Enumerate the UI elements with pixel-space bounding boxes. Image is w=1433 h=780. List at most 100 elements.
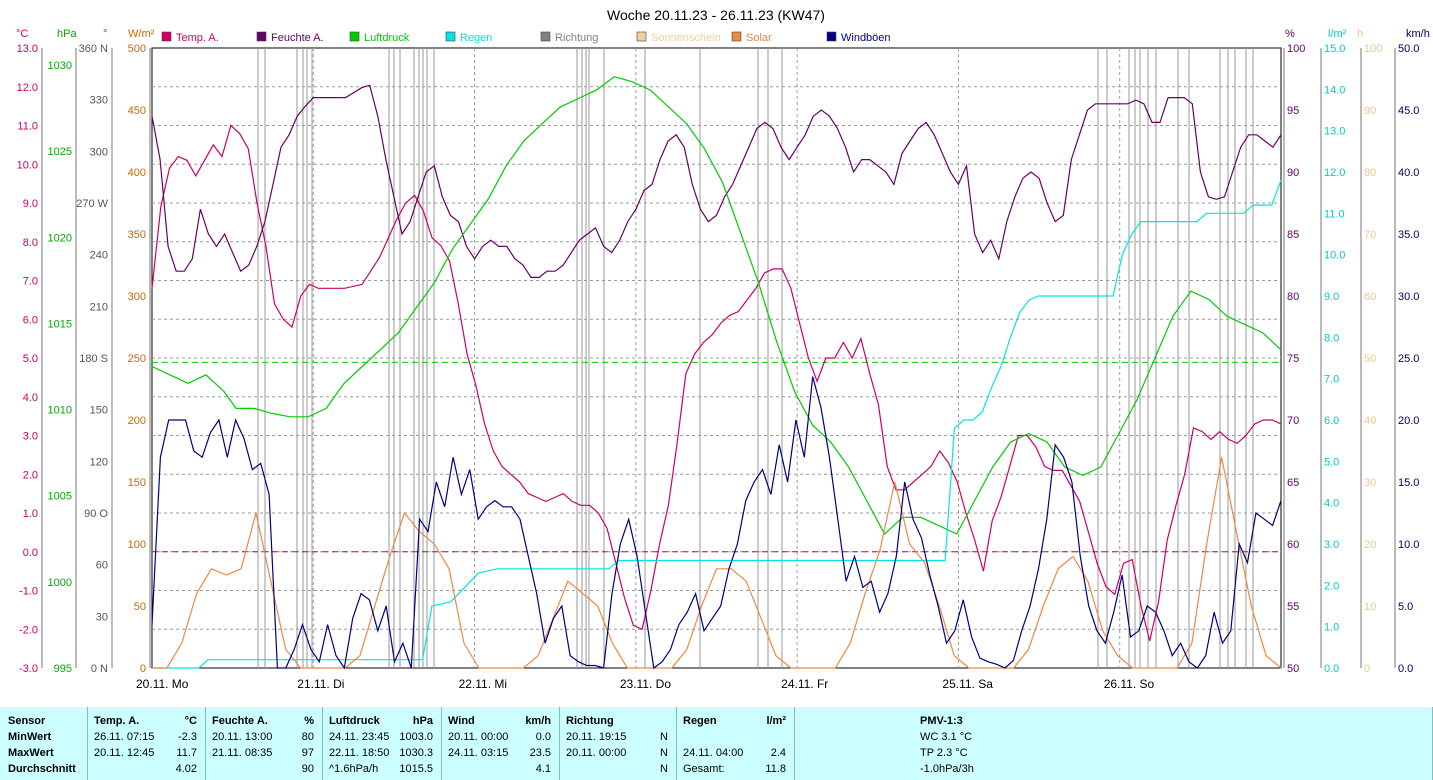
- chart-title: Woche 20.11.23 - 26.11.23 (KW47): [607, 7, 825, 23]
- legend-swatch: [636, 31, 647, 42]
- tick-label-temp: 12.0: [17, 82, 38, 94]
- tick-label-sun: 20: [1364, 539, 1376, 551]
- table-cell-value: 80: [301, 731, 314, 743]
- legend-label: Feuchte A.: [271, 32, 324, 44]
- tick-label-press: 1020: [48, 232, 72, 244]
- table-cell-value: N: [660, 763, 668, 775]
- table-cell: 21.11. 08:35: [212, 747, 273, 759]
- table-cell: 26.11. 07:15: [94, 731, 155, 743]
- statistics-table: Sensor MinWert MaxWert Durchschnitt Temp. A.…: [0, 707, 1433, 780]
- tick-label-dir: 300: [90, 146, 108, 158]
- table-column: Sensor MinWert MaxWert Durchschnitt: [0, 707, 88, 780]
- tick-label-wind: 50.0: [1398, 43, 1419, 55]
- legend-label: Richtung: [555, 32, 598, 44]
- table-cell: WC 3.1 °C: [920, 731, 973, 743]
- tick-label-dir: 60: [96, 560, 108, 572]
- tick-label-rain: 15.0: [1324, 43, 1345, 55]
- tick-label-sun: 10: [1364, 601, 1376, 613]
- legend-swatch: [540, 31, 551, 42]
- table-column: Regen l/m² 24.11. 04:00 2.4 Gesamt: 11.8: [677, 707, 795, 780]
- column-header: Wind: [448, 715, 475, 727]
- legend: Temp. A. Feuchte A. Luftdruck Regen Richtung…: [161, 31, 891, 44]
- tick-label-rain: 4.0: [1324, 498, 1339, 510]
- table-column: Richtung 20.11. 19:15 N 20.11. 00:00 N N: [560, 707, 677, 780]
- tick-label-hum: 55: [1287, 601, 1299, 613]
- tick-label-hum: 65: [1287, 477, 1299, 489]
- tick-label-solar: 250: [128, 353, 146, 365]
- tick-label-rain: 5.0: [1324, 456, 1339, 468]
- tick-label-hum: 50: [1287, 663, 1299, 675]
- tick-label-temp: 11.0: [17, 121, 38, 133]
- tick-label-hum: 60: [1287, 539, 1299, 551]
- plot-area: [151, 47, 1282, 670]
- tick-label-temp: -1.0: [19, 586, 38, 598]
- tick-label-press: 995: [54, 663, 72, 675]
- x-tick-label: 25.11. Sa: [942, 677, 993, 691]
- tick-label-rain: 10.0: [1324, 250, 1345, 262]
- tick-label-hum: 70: [1287, 415, 1299, 427]
- series-solar: [152, 457, 1282, 669]
- tick-label-sun: 80: [1364, 167, 1376, 179]
- tick-label-rain: 13.0: [1324, 126, 1345, 138]
- column-unit: %: [304, 715, 314, 727]
- table-cell-value: 4.1: [535, 763, 551, 775]
- table-cell: TP 2.3 °C: [920, 747, 968, 759]
- table-cell-value: 4.02: [175, 763, 197, 775]
- table-column: Temp. A. °C 26.11. 07:15 -2.3 20.11. 12:45 11…: [88, 707, 206, 780]
- legend-swatch: [445, 31, 456, 42]
- tick-label-temp: 5.0: [23, 353, 38, 365]
- axis-unit-temp: °C: [16, 28, 28, 40]
- table-cell: -1.0hPa/3h: [920, 763, 974, 775]
- tick-label-wind: 10.0: [1398, 539, 1419, 551]
- tick-label-press: 1030: [48, 60, 72, 72]
- column-unit: hPa: [412, 715, 433, 727]
- tick-label-wind: 5.0: [1398, 601, 1413, 613]
- x-tick-label: 26.11. So: [1104, 677, 1155, 691]
- tick-label-sun: 70: [1364, 229, 1376, 241]
- series-windb-en: [151, 376, 1282, 670]
- tick-label-hum: 75: [1287, 353, 1299, 365]
- tick-label-dir: 150: [90, 405, 108, 417]
- tick-label-hum: 95: [1287, 105, 1299, 117]
- tick-label-dir: 0 N: [91, 663, 108, 675]
- row-label: Sensor: [8, 715, 46, 727]
- axis-unit-press: hPa: [57, 28, 77, 40]
- tick-label-dir: 240: [90, 250, 108, 262]
- tick-label-solar: 450: [128, 105, 146, 117]
- table-cell: 22.11. 18:50: [329, 747, 390, 759]
- axis-unit-wind: km/h: [1406, 28, 1430, 40]
- tick-label-press: 1010: [48, 405, 72, 417]
- table-cell: ^1.6hPa/h: [329, 763, 379, 775]
- table-column: Feuchte A.% 20.11. 13:00 80 21.11. 08:35 97 9…: [206, 707, 323, 780]
- axis-unit-dir: °: [103, 28, 107, 40]
- tick-label-sun: 40: [1364, 415, 1376, 427]
- tick-label-wind: 45.0: [1398, 105, 1419, 117]
- tick-label-temp: 7.0: [23, 276, 38, 288]
- tick-label-press: 1000: [48, 577, 72, 589]
- tick-label-dir: 120: [90, 456, 108, 468]
- axis-unit-solar: W/m²: [128, 28, 155, 40]
- tick-label-rain: 8.0: [1324, 332, 1339, 344]
- tick-label-solar: 400: [128, 167, 146, 179]
- x-tick-label: 20.11. Mo: [136, 677, 189, 691]
- table-column: PMV-1:3 WC 3.1 °C TP 2.3 °C -1.0hPa/3h: [795, 707, 1433, 780]
- row-label: Durchschnitt: [8, 763, 76, 775]
- tick-label-hum: 80: [1287, 291, 1299, 303]
- tick-label-temp: 0.0: [23, 547, 38, 559]
- tick-label-rain: 11.0: [1324, 208, 1345, 220]
- x-tick-label: 22.11. Mi: [459, 677, 507, 691]
- tick-label-rain: 6.0: [1324, 415, 1339, 427]
- tick-label-temp: 8.0: [23, 237, 38, 249]
- tick-label-solar: 500: [128, 43, 146, 55]
- table-column: Wind km/h 20.11. 00:00 0.0 24.11. 03:15 23.5 4…: [442, 707, 560, 780]
- series-luftdruck: [151, 76, 1282, 535]
- table-cell-value: N: [660, 731, 668, 743]
- column-header: Feuchte A.: [212, 715, 268, 727]
- table-cell-value: 11.7: [176, 747, 197, 759]
- tick-label-solar: 300: [128, 291, 146, 303]
- tick-label-rain: 0.0: [1324, 663, 1339, 675]
- tick-label-dir: 180 S: [79, 353, 108, 365]
- row-label: MaxWert: [8, 747, 54, 759]
- table-cell: 24.11. 03:15: [448, 747, 509, 759]
- tick-label-solar: 350: [128, 229, 146, 241]
